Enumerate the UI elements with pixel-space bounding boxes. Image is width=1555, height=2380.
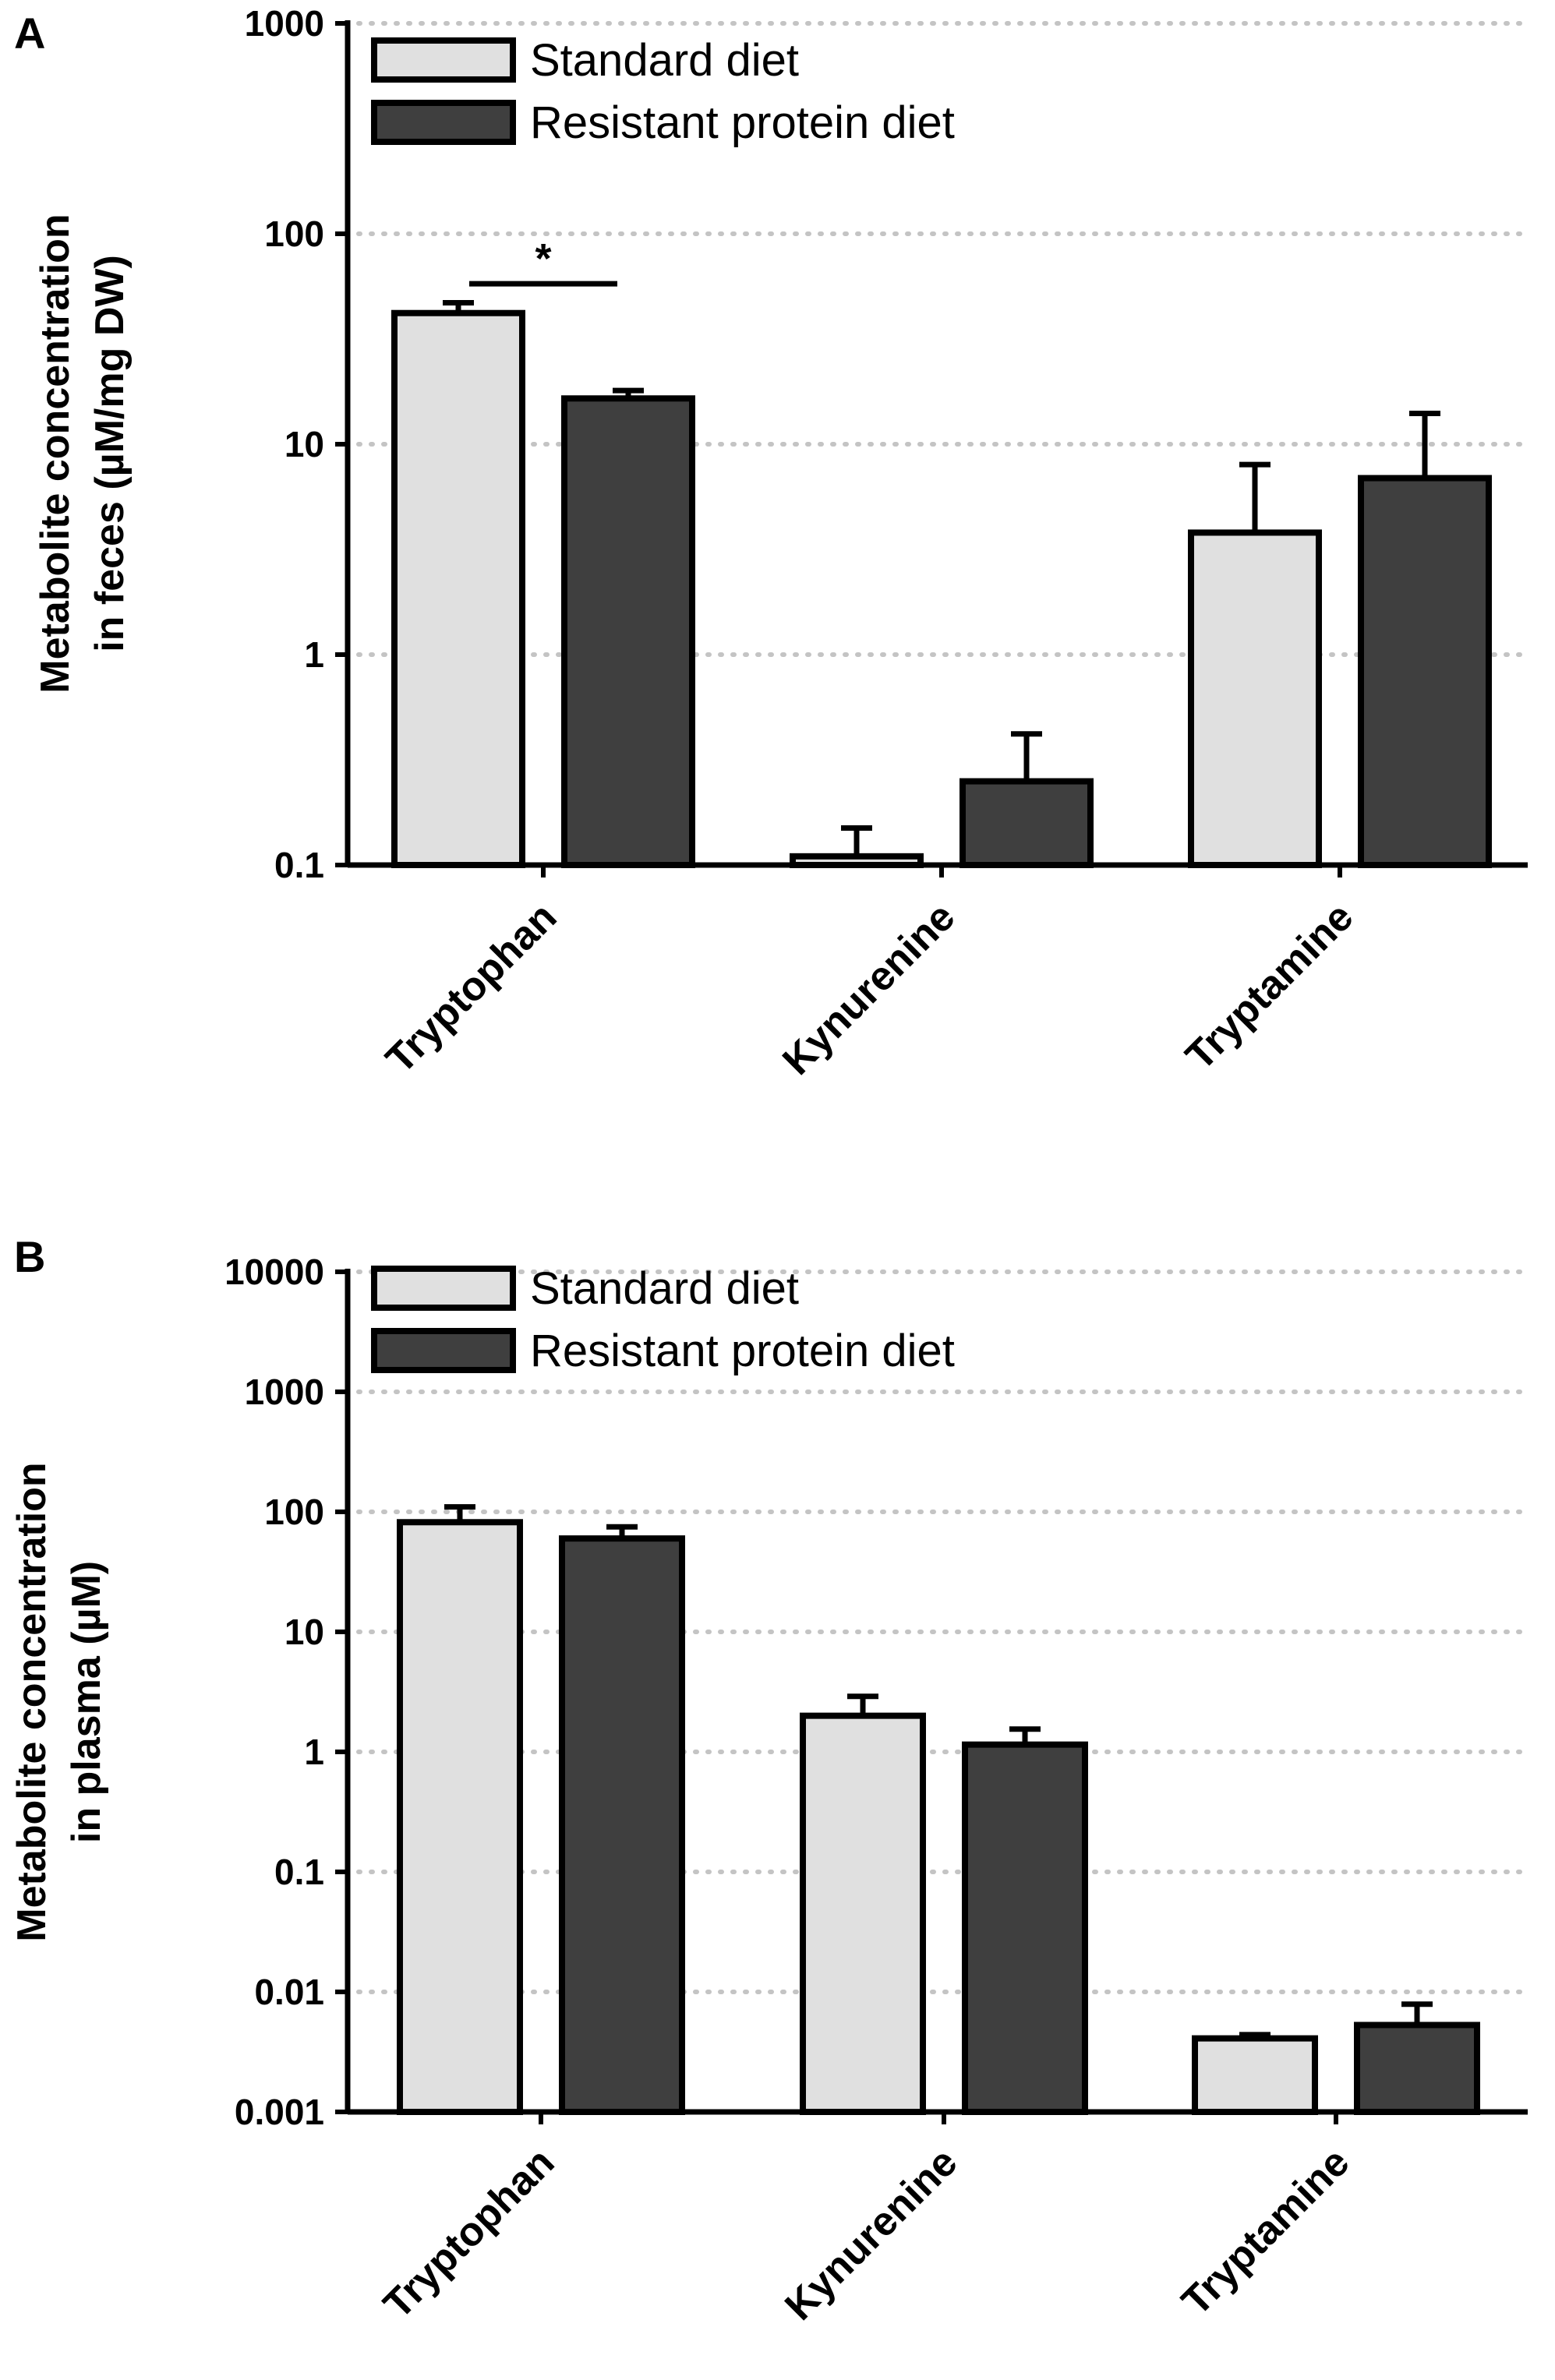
y-tick-label: 0.01 [254, 1972, 324, 2012]
y-tick-label: 10 [284, 424, 324, 464]
y-tick-label: 10 [284, 1612, 324, 1652]
bar-standard-tryptamine [1188, 529, 1322, 868]
y-tick-label: 0.1 [274, 845, 324, 885]
panel-letter: A [14, 9, 45, 58]
category-label-tryptophan: Tryptophan [375, 2139, 563, 2327]
category-label-tryptophan: Tryptophan [377, 894, 565, 1082]
legend-label-standard: Standard diet [530, 1263, 799, 1314]
panel-A: A 0.1 1 10 100 1000 Metabolite concentration in… [14, 3, 1530, 1084]
bar-resistant-tryptophan [561, 395, 695, 868]
y-axis-title-line: in plasma (µM) [64, 1561, 109, 1843]
y-axis-title-line: Metabolite concentration [9, 1462, 55, 1941]
legend-swatch-standard [371, 1266, 516, 1311]
bar-resistant-kynurenine [962, 1741, 1088, 2116]
category-label-kynurenine: Kynurenine [776, 2139, 966, 2329]
bar-resistant-tryptamine [1358, 475, 1492, 868]
bar-standard-tryptophan [397, 1519, 523, 2116]
legend-swatch-resistant [371, 1328, 516, 1373]
bar-standard-tryptophan [391, 309, 525, 868]
y-tick-label: 10000 [224, 1252, 324, 1292]
bar-resistant-tryptamine [1354, 2022, 1480, 2115]
bar-standard-kynurenine [800, 1712, 926, 2115]
y-tick-label: 1 [304, 634, 324, 675]
y-tick-label: 100 [264, 214, 324, 254]
legend-label-resistant: Resistant protein diet [530, 97, 955, 148]
category-label-tryptamine: Tryptamine [1177, 894, 1362, 1079]
y-tick-label: 100 [264, 1492, 324, 1532]
y-tick-label: 1000 [245, 3, 324, 44]
legend-swatch-resistant [371, 100, 516, 145]
y-tick-label: 0.1 [274, 1852, 324, 1892]
category-label-tryptamine: Tryptamine [1173, 2139, 1358, 2324]
category-label-kynurenine: Kynurenine [774, 894, 963, 1083]
panel-letter: B [14, 1232, 45, 1281]
legend-label-resistant: Resistant protein diet [530, 1326, 955, 1376]
legend-swatch-standard [371, 37, 516, 83]
bar-resistant-tryptophan [559, 1535, 685, 2115]
bar-standard-tryptamine [1192, 2035, 1318, 2116]
y-tick-label: 0.001 [235, 2092, 324, 2132]
significance-star: * [535, 235, 551, 282]
panel-B: B 0.001 0.01 0.1 1 10 100 1000 10000 Metabolite c… [9, 1232, 1530, 2329]
legend-label-standard: Standard diet [530, 35, 799, 86]
y-axis-title-line: in feces (µM/mg DW) [87, 255, 133, 652]
bar-resistant-kynurenine [960, 778, 1094, 869]
y-tick-label: 1 [304, 1732, 324, 1772]
y-tick-label: 1000 [245, 1372, 324, 1412]
y-axis-title-line: Metabolite concentration [33, 214, 78, 693]
